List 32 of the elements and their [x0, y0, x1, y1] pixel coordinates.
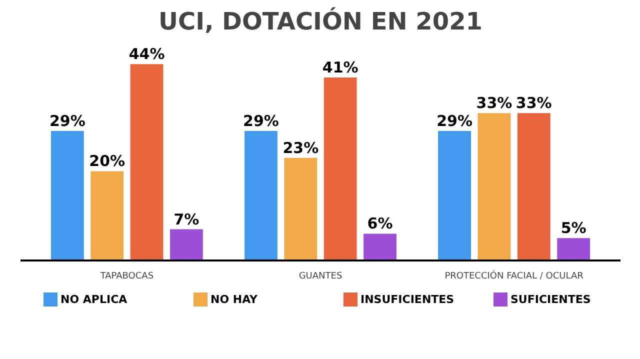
legend-label: NO APLICA	[60, 293, 128, 306]
data-label: 20%	[89, 152, 126, 170]
bar	[324, 77, 357, 260]
x-tick-label: PROTECCIÓN FACIAL / OCULAR	[444, 270, 584, 282]
bar	[244, 131, 278, 260]
data-label: 23%	[282, 138, 319, 157]
bar	[364, 234, 396, 260]
x-tick-label: GUANTES	[298, 272, 342, 282]
data-label: 33%	[516, 94, 552, 112]
data-label: 6%	[367, 214, 393, 233]
bar	[170, 229, 203, 260]
bar	[517, 113, 550, 260]
data-label: 7%	[174, 210, 200, 228]
legend-label: INSUFICIENTES	[360, 293, 454, 306]
x-tick-label: TAPABOCAS	[99, 272, 154, 282]
legend-label: NO HAY	[210, 293, 259, 306]
bar	[438, 131, 471, 260]
data-label: 29%	[436, 112, 472, 130]
data-label: 5%	[560, 219, 586, 238]
chart-title: UCI, DOTACIÓN EN 2021	[158, 6, 482, 36]
data-label: 44%	[128, 45, 165, 64]
bar	[557, 238, 590, 260]
data-label: 29%	[49, 112, 86, 130]
bar	[50, 131, 84, 260]
bar	[478, 113, 511, 260]
data-label: 33%	[476, 94, 512, 112]
bar	[90, 171, 124, 260]
bar	[284, 158, 318, 260]
data-label: 29%	[243, 112, 279, 130]
bar	[130, 64, 164, 260]
data-label: 41%	[322, 58, 358, 76]
legend-label: SUFICIENTES	[510, 293, 591, 306]
